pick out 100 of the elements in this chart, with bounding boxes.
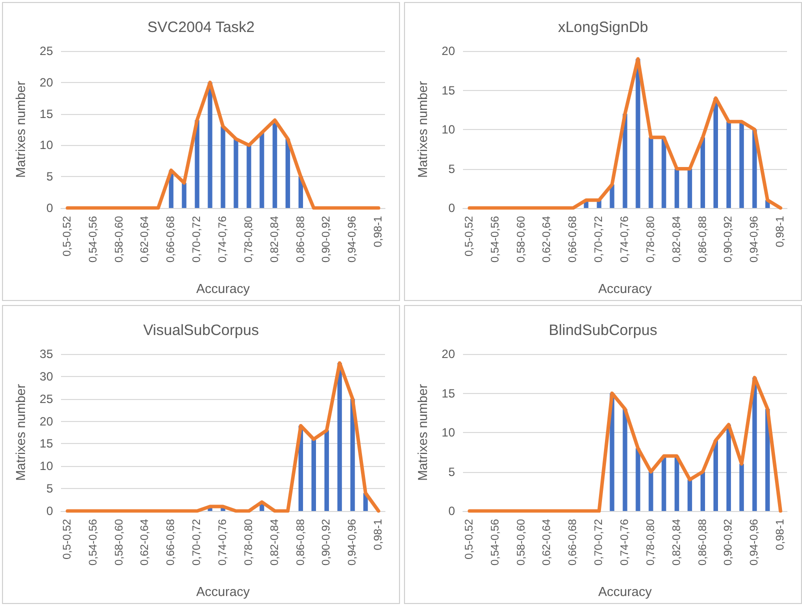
y-tick-label: 10 [442, 122, 456, 136]
y-tick-label: 20 [442, 347, 456, 361]
x-tick-label: 0,74-0,76 [619, 519, 631, 566]
y-tick-label: 0 [46, 201, 54, 215]
bar [622, 408, 628, 511]
x-tick-label: 0,90-0,92 [320, 519, 333, 566]
x-tick-label: 0,86-0,88 [696, 519, 709, 566]
x-tick-label: 0,86-0,88 [696, 216, 709, 262]
x-tick-label: 0,70-0,72 [191, 216, 204, 262]
x-tick-label: 0,70-0,72 [593, 519, 606, 566]
y-axis-title: Matrixes number [13, 383, 28, 481]
bar [674, 456, 680, 511]
x-tick-label: 0,98-1 [774, 519, 787, 550]
bar [246, 145, 252, 208]
x-tick-label: 0,70-0,72 [191, 519, 204, 566]
bar [713, 98, 718, 208]
bar [337, 362, 342, 511]
y-tick-label: 30 [40, 369, 54, 384]
x-tick-label: 0,70-0,72 [593, 216, 606, 262]
chart-title: BlindSubCorpus [548, 322, 658, 339]
y-tick-label: 25 [40, 392, 54, 406]
x-tick-label: 0,5-0,52 [463, 216, 476, 256]
x-tick-label: 0,86-0,88 [294, 216, 307, 262]
x-tick-label: 0,58-0,60 [113, 216, 126, 262]
x-tick-label: 0,58-0,60 [515, 519, 528, 566]
x-axis-title: Accuracy [598, 584, 652, 599]
bar [208, 82, 212, 208]
bar [688, 168, 692, 208]
y-tick-label: 20 [40, 75, 54, 90]
chart-title: SVC2004 Task2 [147, 19, 255, 36]
y-tick-label: 0 [448, 201, 456, 215]
x-axis-title: Accuracy [196, 584, 250, 599]
bar [700, 472, 706, 511]
x-tick-label: 0,78-0,80 [644, 216, 657, 262]
line-series [66, 361, 380, 513]
x-tick-label: 0,62-0,64 [541, 519, 554, 566]
line-series [468, 57, 782, 210]
bar [220, 126, 226, 208]
y-tick-label: 10 [40, 138, 54, 152]
bar [739, 122, 744, 208]
bar [622, 114, 628, 208]
y-tick-label: 15 [442, 386, 456, 400]
line-series [468, 376, 782, 513]
bar [726, 424, 731, 511]
x-tick-label: 0,82-0,84 [268, 519, 281, 566]
x-tick-label: 0,5-0,52 [61, 216, 74, 256]
x-tick-label: 0,90-0,92 [722, 216, 735, 262]
bar [286, 138, 290, 208]
bar [234, 138, 238, 208]
x-tick-label: 0,86-0,88 [294, 519, 307, 566]
bar [713, 440, 718, 511]
x-tick-label: 0,82-0,84 [670, 216, 683, 262]
y-axis-title: Matrixes number [415, 80, 430, 178]
y-tick-label: 35 [40, 347, 54, 361]
line-series [66, 80, 380, 210]
y-tick-label: 15 [40, 436, 54, 451]
x-tick-label: 0,82-0,84 [670, 519, 683, 566]
x-tick-label: 0,58-0,60 [515, 216, 528, 262]
y-tick-label: 5 [448, 464, 456, 479]
x-tick-label: 0,78-0,80 [644, 519, 657, 566]
x-tick-label: 0,90-0,92 [722, 519, 735, 566]
x-tick-label: 0,5-0,52 [463, 519, 476, 560]
y-axis-title: Matrixes number [415, 383, 430, 481]
bar [311, 439, 316, 511]
x-tick-label: 0,62-0,64 [541, 216, 554, 262]
x-tick-label: 0,94-0,96 [748, 216, 761, 262]
y-tick-label: 0 [448, 504, 456, 518]
y-tick-label: 15 [442, 83, 456, 98]
x-tick-label: 0,5-0,52 [61, 519, 74, 560]
bar [700, 137, 706, 208]
x-tick-label: 0,54-0,56 [87, 519, 100, 566]
x-tick-label: 0,98-1 [372, 519, 385, 550]
x-tick-label: 0,74-0,76 [217, 216, 229, 262]
y-tick-label: 0 [46, 504, 54, 518]
y-tick-label: 25 [40, 44, 54, 58]
x-tick-label: 0,66-0,68 [567, 216, 580, 262]
bar [648, 472, 654, 511]
y-tick-label: 5 [46, 170, 54, 184]
chart-title: xLongSignDb [558, 19, 648, 36]
x-tick-label: 0,66-0,68 [567, 519, 580, 566]
x-tick-label: 0,90-0,92 [320, 216, 333, 262]
bar [726, 122, 731, 208]
x-tick-label: 0,78-0,80 [242, 519, 255, 566]
x-tick-label: 0,66-0,68 [165, 519, 178, 566]
bar [662, 137, 666, 208]
y-tick-label: 20 [40, 414, 54, 428]
x-tick-label: 0,54-0,56 [489, 519, 502, 566]
bar [272, 120, 278, 208]
bar [324, 430, 329, 511]
bar [674, 168, 680, 208]
y-axis-title: Matrixes number [13, 80, 28, 178]
x-axis-title: Accuracy [598, 281, 652, 296]
x-tick-label: 0,94-0,96 [346, 519, 359, 566]
bar [688, 480, 692, 511]
x-tick-label: 0,54-0,56 [489, 216, 502, 262]
x-tick-label: 0,98-1 [774, 216, 787, 248]
y-tick-label: 20 [442, 44, 456, 58]
bar [739, 464, 744, 511]
x-tick-label: 0,78-0,80 [242, 216, 255, 262]
y-tick-label: 10 [40, 459, 54, 474]
